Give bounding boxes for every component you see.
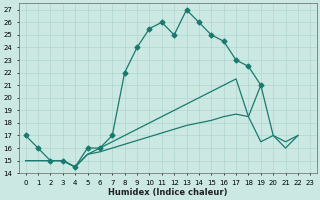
X-axis label: Humidex (Indice chaleur): Humidex (Indice chaleur) bbox=[108, 188, 228, 197]
